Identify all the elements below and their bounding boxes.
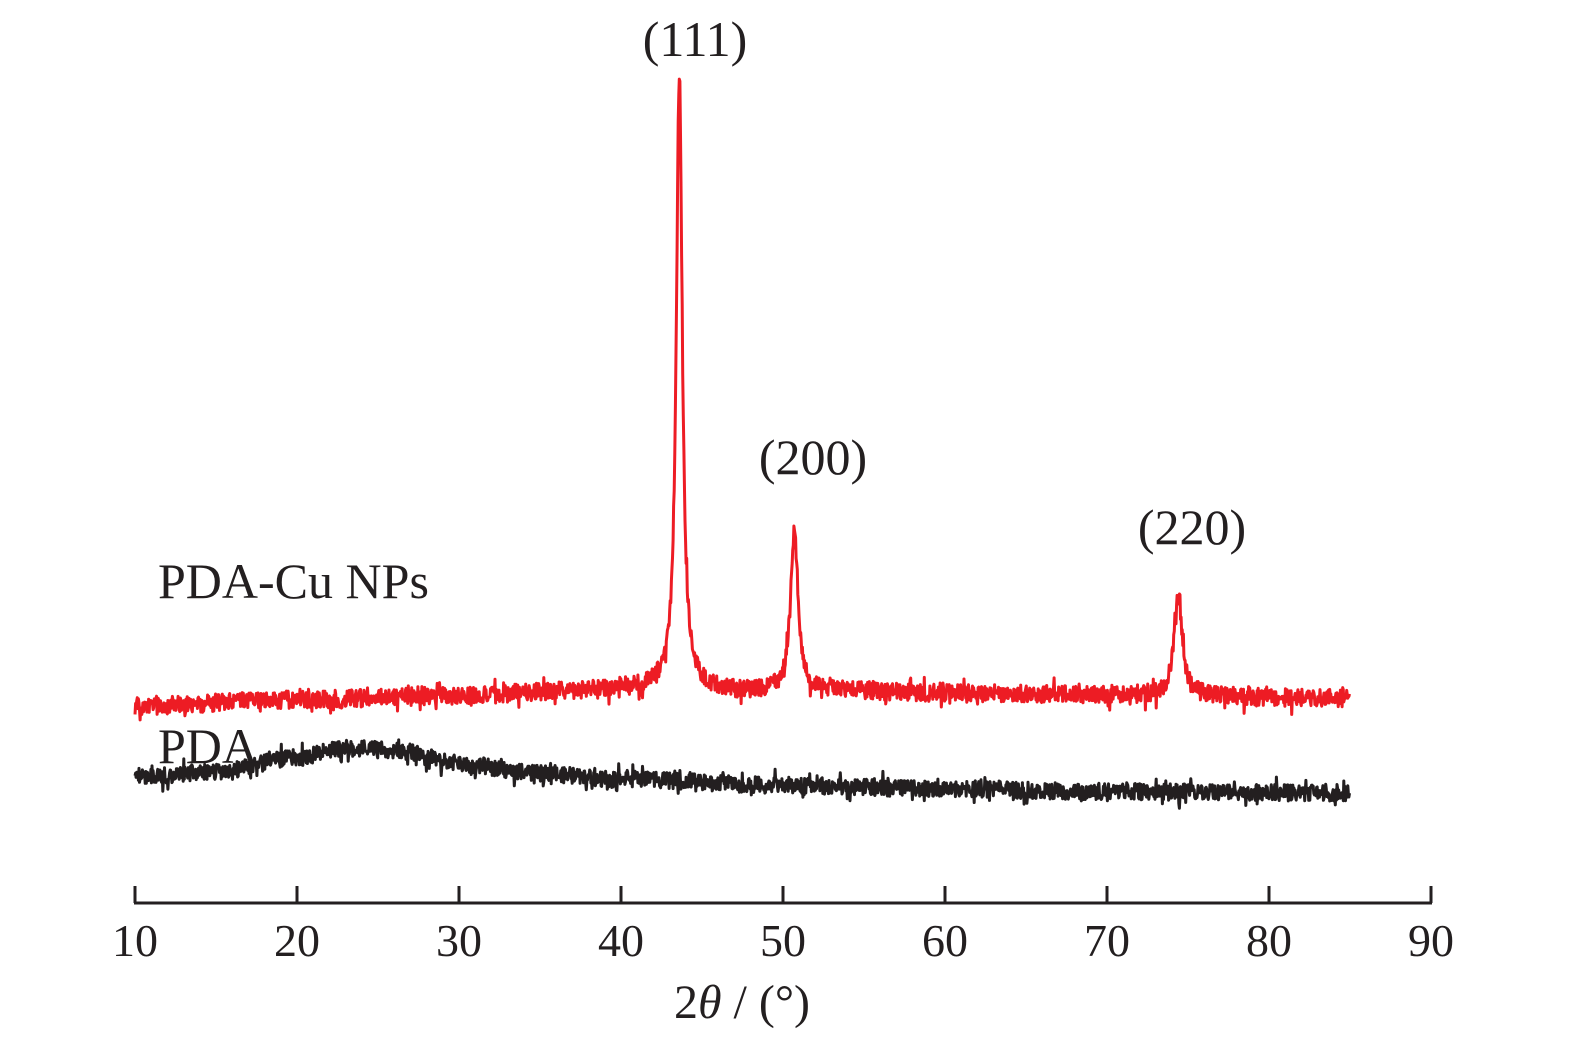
x-axis-tick-labels: 10 20 30 40 50 60 70 80 90 [112, 915, 1454, 966]
x-axis-title-theta: θ [698, 976, 722, 1029]
series-labels: PDA-Cu NPs PDA [158, 553, 429, 774]
tick-label-50: 50 [760, 915, 806, 966]
x-axis-ticks [133, 886, 1433, 903]
tick-label-40: 40 [598, 915, 644, 966]
peak-annotations: (111) (200) (220) [643, 11, 1246, 555]
tick-label-70: 70 [1084, 915, 1130, 966]
tick-label-30: 30 [436, 915, 482, 966]
peak-label-220: (220) [1138, 499, 1246, 555]
x-axis: 10 20 30 40 50 60 70 80 90 2θ / (°) [112, 886, 1454, 1029]
peak-label-200: (200) [759, 429, 867, 485]
series-line-pda-cu-nps [133, 77, 1351, 722]
series-label-pda-cu-nps: PDA-Cu NPs [158, 553, 429, 609]
x-axis-title-suffix: / (°) [722, 976, 811, 1029]
tick-label-10: 10 [112, 915, 158, 966]
tick-label-60: 60 [922, 915, 968, 966]
plot-area [133, 77, 1351, 810]
series-line-pda [133, 738, 1351, 810]
series-label-pda: PDA [158, 718, 258, 774]
tick-label-20: 20 [274, 915, 320, 966]
peak-label-111: (111) [643, 11, 748, 67]
x-axis-title-prefix: 2 [674, 976, 698, 1029]
tick-label-90: 90 [1408, 915, 1454, 966]
tick-label-80: 80 [1246, 915, 1292, 966]
x-axis-title: 2θ / (°) [674, 976, 810, 1029]
